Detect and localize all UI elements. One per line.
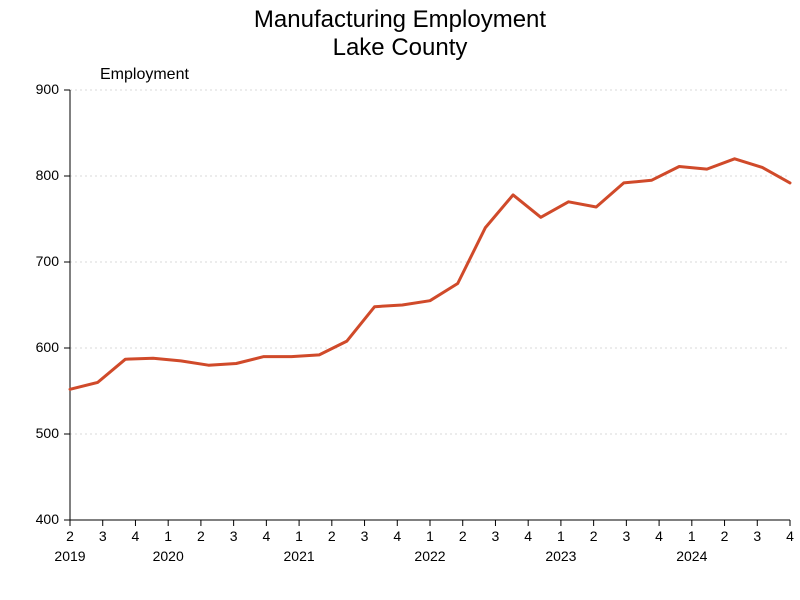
- x-year-label: 2022: [414, 548, 445, 564]
- tick-marks: [64, 90, 790, 526]
- x-quarter-label: 3: [230, 528, 238, 544]
- x-quarter-label: 4: [132, 528, 140, 544]
- x-quarter-label: 3: [492, 528, 500, 544]
- y-tick-label: 800: [19, 167, 59, 183]
- y-tick-label: 700: [19, 253, 59, 269]
- x-quarter-label: 2: [197, 528, 205, 544]
- x-year-label: 2019: [54, 548, 85, 564]
- x-quarter-label: 4: [262, 528, 270, 544]
- x-quarter-label: 3: [622, 528, 630, 544]
- x-quarter-label: 3: [99, 528, 107, 544]
- x-quarter-label: 4: [655, 528, 663, 544]
- chart-svg: [0, 0, 800, 600]
- x-year-label: 2020: [153, 548, 184, 564]
- x-year-label: 2024: [676, 548, 707, 564]
- grid-lines: [70, 90, 790, 434]
- x-quarter-label: 4: [393, 528, 401, 544]
- y-tick-label: 600: [19, 339, 59, 355]
- x-quarter-label: 1: [164, 528, 172, 544]
- y-tick-label: 900: [19, 81, 59, 97]
- x-quarter-label: 3: [753, 528, 761, 544]
- y-tick-label: 400: [19, 511, 59, 527]
- chart-container: Manufacturing Employment Lake County Emp…: [0, 0, 800, 600]
- x-quarter-label: 2: [590, 528, 598, 544]
- x-quarter-label: 1: [688, 528, 696, 544]
- x-quarter-label: 2: [459, 528, 467, 544]
- x-quarter-label: 1: [295, 528, 303, 544]
- x-quarter-label: 1: [426, 528, 434, 544]
- y-tick-label: 500: [19, 425, 59, 441]
- x-quarter-label: 2: [328, 528, 336, 544]
- x-quarter-label: 4: [786, 528, 794, 544]
- axes: [70, 90, 790, 520]
- x-quarter-label: 3: [361, 528, 369, 544]
- x-quarter-label: 1: [557, 528, 565, 544]
- data-line: [70, 159, 790, 389]
- x-quarter-label: 2: [66, 528, 74, 544]
- x-year-label: 2023: [545, 548, 576, 564]
- x-quarter-label: 2: [721, 528, 729, 544]
- x-year-label: 2021: [284, 548, 315, 564]
- x-quarter-label: 4: [524, 528, 532, 544]
